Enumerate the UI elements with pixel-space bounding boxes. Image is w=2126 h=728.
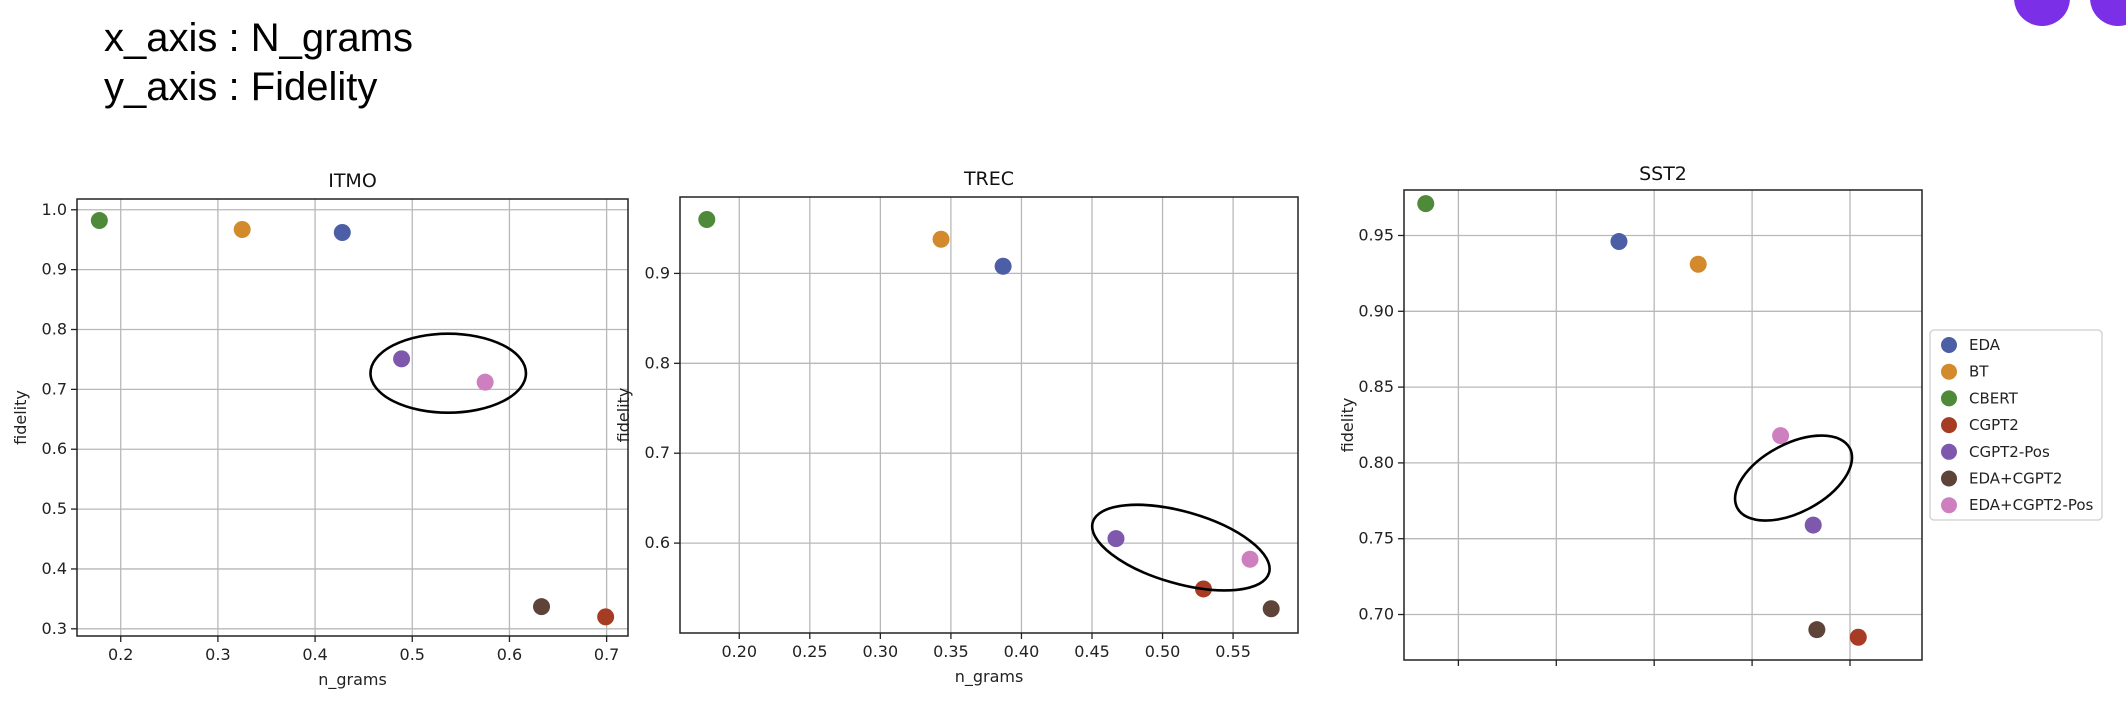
x-tick-label: 0.35 [933, 642, 969, 661]
legend-label-cgpt2-pos: CGPT2-Pos [1969, 443, 2050, 461]
y-tick-label: 0.6 [42, 439, 67, 458]
chart-title: TREC [963, 168, 1014, 190]
point-cbert [1417, 195, 1435, 213]
chart-itmo: 0.2 0.3 0.4 0.5 0.6 0.7 0.3 0.4 0.5 0.6 0.7 0.8 0.9 1… [11, 170, 629, 690]
y-tick-label: 0.8 [42, 320, 67, 339]
point-eda-cgpt2-pos [1772, 427, 1790, 445]
chart-trec: 0.20 0.25 0.30 0.35 0.40 0.45 0.50 0.55 0.6 0.7 0.… [614, 168, 1299, 687]
point-cgpt2-pos [1107, 530, 1125, 548]
y-tick-label: 0.3 [42, 619, 67, 638]
point-cbert [698, 210, 716, 228]
y-tick-label: 0.70 [1358, 605, 1394, 624]
x-tick-label: 0.40 [1004, 642, 1040, 661]
chart-sst2: 0.70 0.75 0.80 0.85 0.90 0.95 SST2 fidelity [1338, 163, 1923, 666]
x-axis-title: n_grams [318, 670, 387, 690]
legend-marker-cgpt2 [1941, 417, 1957, 434]
x-tick-label: 0.25 [792, 642, 828, 661]
y-axis-title: fidelity [1338, 398, 1357, 453]
point-eda-cgpt2 [1808, 621, 1826, 639]
point-cbert [90, 212, 108, 230]
x-tick-label: 0.4 [302, 645, 327, 664]
point-cgpt2-pos [393, 350, 411, 368]
legend-marker-eda-cgpt2 [1941, 470, 1957, 487]
point-bt [1689, 255, 1707, 273]
y-tick-label: 0.5 [42, 499, 67, 518]
highlight-ellipse [1090, 503, 1271, 592]
legend-label-cbert: CBERT [1969, 389, 2019, 407]
y-tick-label: 1.0 [42, 200, 67, 219]
y-axis-title: fidelity [614, 388, 633, 443]
plot-frame [1403, 189, 1923, 661]
x-axis-title: n_grams [955, 667, 1024, 687]
chart-title: SST2 [1639, 163, 1687, 185]
legend-marker-cgpt2-pos [1941, 443, 1957, 460]
x-tick-label: 0.50 [1145, 642, 1181, 661]
legend-label-eda: EDA [1969, 336, 2001, 354]
y-tick-label: 0.8 [645, 353, 670, 372]
legend-label-eda-cgpt2-pos: EDA+CGPT2-Pos [1969, 496, 2094, 514]
legend: EDA BT CBERT CGPT2 CGPT2-Pos EDA+CGPT2 EDA+CGP… [1929, 329, 2103, 521]
plot-frame [679, 196, 1299, 634]
point-eda [994, 257, 1012, 275]
y-tick-label: 0.75 [1358, 529, 1394, 548]
point-eda [1610, 233, 1628, 251]
y-tick-label: 0.9 [42, 260, 67, 279]
x-tick-label: 0.6 [497, 645, 522, 664]
point-eda [333, 224, 351, 242]
x-axis-note: x_axis : N_grams [104, 16, 413, 60]
point-bt [932, 230, 950, 248]
point-eda-cgpt2 [533, 598, 551, 616]
x-tick-label: 0.7 [594, 645, 619, 664]
legend-label-cgpt2: CGPT2 [1969, 416, 2019, 434]
highlight-ellipse [369, 332, 528, 415]
y-axis-title: fidelity [11, 390, 30, 445]
point-bt [233, 221, 251, 239]
headline: x_axis : N_grams y_axis : Fidelity [104, 14, 413, 112]
y-axis-note: y_axis : Fidelity [104, 65, 378, 109]
x-tick-label: 0.45 [1074, 642, 1110, 661]
x-tick-label: 0.55 [1215, 642, 1251, 661]
x-tick-label: 0.5 [400, 645, 425, 664]
legend-marker-eda [1941, 337, 1957, 353]
legend-marker-bt [1941, 363, 1957, 380]
legend-marker-eda-cgpt2-pos [1941, 497, 1957, 514]
point-eda-cgpt2-pos [476, 373, 494, 391]
point-cgpt2-pos [1804, 516, 1822, 534]
y-tick-label: 0.6 [645, 533, 670, 552]
chart-title: ITMO [328, 170, 377, 192]
y-tick-label: 0.7 [42, 379, 67, 398]
y-tick-label: 0.4 [42, 559, 67, 578]
legend-label-eda-cgpt2: EDA+CGPT2 [1969, 470, 2062, 488]
x-tick-label: 0.2 [108, 645, 133, 664]
y-tick-label: 0.95 [1358, 225, 1394, 244]
y-tick-label: 0.90 [1358, 301, 1394, 320]
x-tick-label: 0.30 [863, 642, 899, 661]
legend-marker-cbert [1941, 390, 1957, 407]
point-eda-cgpt2-pos [1241, 550, 1259, 568]
point-cgpt2 [1849, 628, 1867, 646]
legend-box [1929, 329, 2103, 521]
y-tick-label: 0.9 [645, 263, 670, 282]
x-tick-label: 0.3 [205, 645, 230, 664]
point-eda-cgpt2 [1262, 600, 1280, 618]
y-tick-label: 0.7 [645, 443, 670, 462]
y-tick-label: 0.85 [1358, 377, 1394, 396]
legend-label-bt: BT [1969, 363, 1989, 381]
x-tick-label: 0.20 [721, 642, 757, 661]
point-cgpt2 [597, 608, 615, 626]
highlight-ellipse [1733, 434, 1854, 522]
y-tick-label: 0.80 [1358, 453, 1394, 472]
plot-frame [76, 198, 629, 637]
